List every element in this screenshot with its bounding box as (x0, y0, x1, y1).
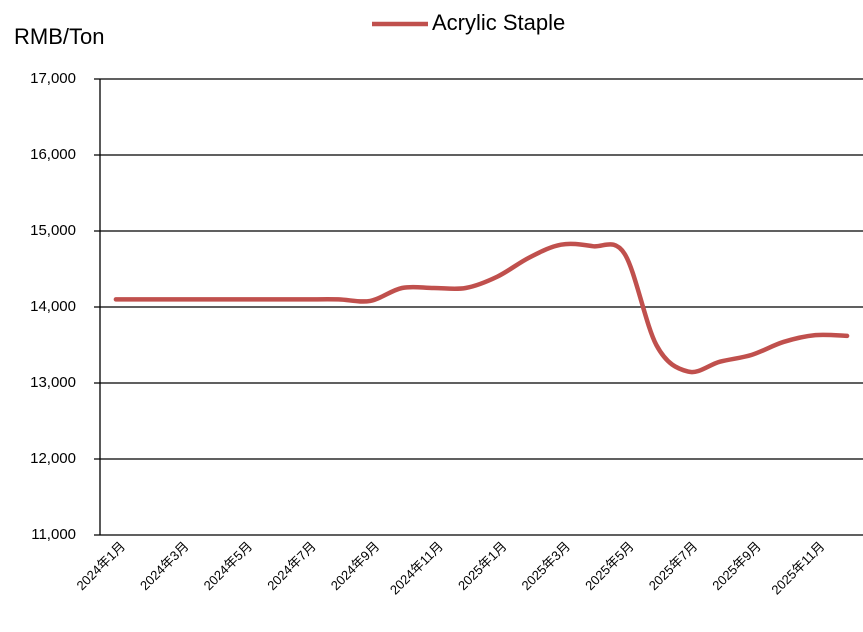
x-tick-label: 2025年9月 (709, 539, 764, 594)
legend-label: Acrylic Staple (432, 10, 565, 35)
y-tick-label: 17,000 (30, 70, 76, 87)
y-tick-label: 14,000 (30, 298, 76, 315)
x-tick-label: 2024年5月 (201, 539, 256, 594)
x-tick-label: 2024年7月 (264, 539, 319, 594)
x-tick-label: 2025年7月 (646, 539, 701, 594)
y-tick-label: 13,000 (30, 374, 76, 391)
y-tick-label: 15,000 (30, 222, 76, 239)
x-tick-label: 2025年11月 (768, 539, 827, 598)
x-tick-label: 2025年1月 (455, 539, 510, 594)
x-tick-label: 2025年5月 (582, 539, 637, 594)
y-tick-label: 16,000 (30, 146, 76, 163)
x-tick-label: 2024年1月 (73, 539, 128, 594)
data-line (113, 241, 850, 375)
x-tick-label: 2024年9月 (328, 539, 383, 594)
y-tick-label: 11,000 (31, 526, 76, 543)
x-tick-label: 2024年11月 (387, 539, 446, 598)
y-tick-label: 12,000 (30, 450, 76, 467)
y-axis-label: RMB/Ton (14, 24, 104, 49)
x-tick-label: 2024年3月 (137, 539, 192, 594)
x-tick-label: 2025年3月 (519, 539, 574, 594)
